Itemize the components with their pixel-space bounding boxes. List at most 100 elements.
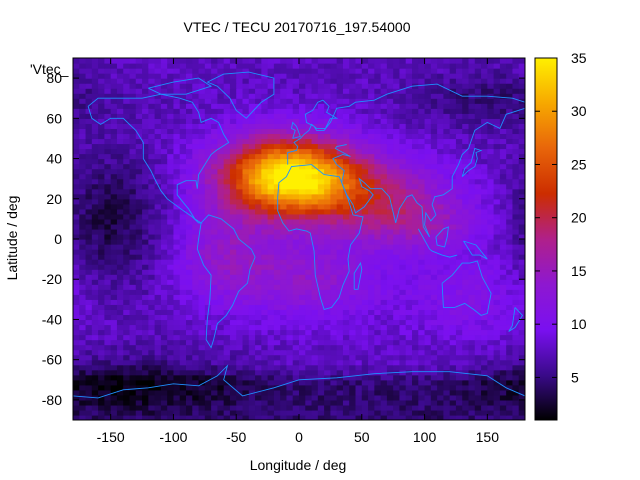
heatmap-cell xyxy=(512,389,520,396)
heatmap-cell xyxy=(493,394,501,401)
heatmap-cell xyxy=(462,269,470,275)
heatmap-cell xyxy=(286,218,294,225)
heatmap-cell xyxy=(242,148,250,155)
heatmap-cell xyxy=(142,304,149,310)
heatmap-cell xyxy=(198,344,206,351)
heatmap-cell xyxy=(73,314,80,321)
heatmap-cell xyxy=(443,203,451,210)
heatmap-cell xyxy=(455,108,463,114)
heatmap-cell xyxy=(399,389,407,396)
heatmap-cell xyxy=(154,218,162,225)
heatmap-cell xyxy=(110,374,118,381)
heatmap-cell xyxy=(311,309,319,316)
heatmap-cell xyxy=(242,409,250,416)
heatmap-cell xyxy=(455,289,463,295)
heatmap-cell xyxy=(192,274,200,280)
heatmap-cell xyxy=(135,78,143,84)
heatmap-cell xyxy=(424,103,432,109)
heatmap-cell xyxy=(91,163,99,170)
heatmap-cell xyxy=(324,218,331,225)
heatmap-cell xyxy=(236,404,244,411)
heatmap-cell xyxy=(342,319,350,326)
heatmap-cell xyxy=(474,158,482,165)
heatmap-cell xyxy=(123,83,131,89)
heatmap-cell xyxy=(374,259,382,265)
heatmap-cell xyxy=(386,78,394,84)
heatmap-cell xyxy=(349,168,357,175)
heatmap-cell xyxy=(405,399,413,406)
heatmap-cell xyxy=(349,324,357,331)
heatmap-cell xyxy=(342,394,350,401)
heatmap-cell xyxy=(424,128,432,135)
heatmap-cell xyxy=(462,249,470,255)
heatmap-cell xyxy=(91,113,99,119)
heatmap-cell xyxy=(248,244,256,250)
heatmap-cell xyxy=(468,244,476,250)
heatmap-cell xyxy=(455,284,463,290)
heatmap-cell xyxy=(154,168,162,175)
heatmap-cell xyxy=(405,344,413,351)
heatmap-cell xyxy=(142,163,149,170)
heatmap-cell xyxy=(487,98,495,104)
heatmap-cell xyxy=(110,83,118,89)
heatmap-cell xyxy=(368,339,375,346)
heatmap-cell xyxy=(173,369,181,376)
heatmap-cell xyxy=(405,163,413,170)
heatmap-cell xyxy=(305,223,313,230)
heatmap-cell xyxy=(286,83,294,89)
heatmap-cell xyxy=(430,228,438,235)
heatmap-cell xyxy=(437,394,444,401)
heatmap-cell xyxy=(299,339,306,346)
heatmap-cell xyxy=(261,404,269,411)
heatmap-cell xyxy=(255,88,262,94)
heatmap-cell xyxy=(267,379,275,386)
heatmap-cell xyxy=(204,178,212,185)
heatmap-cell xyxy=(217,178,225,185)
heatmap-cell xyxy=(462,98,470,104)
heatmap-cell xyxy=(160,123,168,129)
heatmap-cell xyxy=(280,78,288,84)
heatmap-cell xyxy=(493,98,501,104)
heatmap-cell xyxy=(286,339,294,346)
heatmap-cell xyxy=(399,88,407,94)
heatmap-cell xyxy=(468,274,476,280)
heatmap-cell xyxy=(267,208,275,215)
heatmap-cell xyxy=(73,158,80,165)
heatmap-cell xyxy=(361,103,369,109)
heatmap-cell xyxy=(380,249,388,255)
heatmap-cell xyxy=(179,108,187,114)
heatmap-cell xyxy=(223,178,231,185)
heatmap-cell xyxy=(236,344,244,351)
heatmap-cell xyxy=(135,404,143,411)
heatmap-cell xyxy=(368,274,375,280)
heatmap-cell xyxy=(305,269,313,275)
heatmap-cell xyxy=(154,143,162,150)
heatmap-cell xyxy=(198,319,206,326)
heatmap-cell xyxy=(186,244,193,250)
heatmap-cell xyxy=(211,264,218,270)
heatmap-cell xyxy=(204,364,212,371)
heatmap-cell xyxy=(330,274,338,280)
heatmap-cell xyxy=(342,344,350,351)
heatmap-cell xyxy=(79,359,87,366)
heatmap-cell xyxy=(512,173,520,180)
heatmap-cell xyxy=(211,133,218,140)
heatmap-cell xyxy=(518,208,525,215)
heatmap-cell xyxy=(73,319,80,326)
heatmap-cell xyxy=(148,239,156,245)
heatmap-cell xyxy=(449,108,457,114)
heatmap-cell xyxy=(374,394,382,401)
heatmap-cell xyxy=(424,148,432,155)
heatmap-cell xyxy=(399,203,407,210)
heatmap-cell xyxy=(481,304,488,310)
heatmap-cell xyxy=(186,394,193,401)
heatmap-cell xyxy=(299,259,306,265)
heatmap-cell xyxy=(299,299,306,305)
heatmap-cell xyxy=(368,138,375,145)
heatmap-cell xyxy=(424,73,432,79)
heatmap-cell xyxy=(116,98,124,104)
heatmap-cell xyxy=(110,239,118,245)
heatmap-cell xyxy=(342,264,350,270)
heatmap-cell xyxy=(449,93,457,99)
heatmap-cell xyxy=(116,68,124,74)
